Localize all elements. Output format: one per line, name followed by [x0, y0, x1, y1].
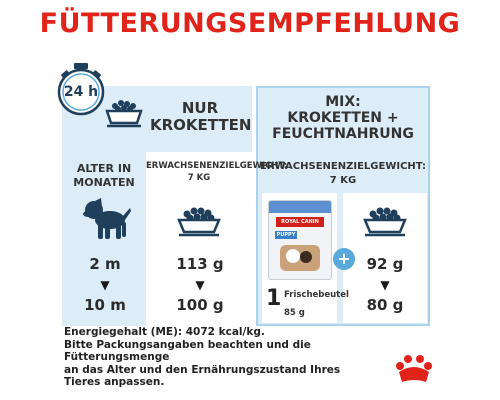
mix-weight-label: ERWACHSENENZIELGEWICHT: 7 KG [258, 160, 428, 188]
dry-only-amount-panel [146, 152, 252, 326]
mix-weight-label-line2: 7 KG [329, 175, 357, 186]
arrow-down-icon: ▼ [100, 278, 110, 292]
arrow-down-icon: ▼ [380, 278, 390, 292]
pouch-label: Frischebeutel [284, 290, 349, 300]
dry-only-weight-label-line2: 7 KG [187, 173, 211, 183]
age-label: ALTER IN MONATEN [64, 162, 144, 190]
dry-only-end-value: 100 g [176, 296, 224, 314]
dry-only-start-value: 113 g [176, 255, 224, 273]
dry-only-heading: NUR KROKETTEN [150, 99, 252, 134]
mix-dry-end-value: 80 g [366, 296, 404, 314]
clock-label: 24 h [63, 84, 99, 100]
pouch-product-label: PUPPY [275, 231, 297, 239]
mix-heading: MIX: KROKETTEN + FEUCHTNAHRUNG [258, 94, 428, 142]
footer-line4: an das Alter und den Ernährungszustand I… [64, 363, 341, 376]
dry-only-weight-label: ERWACHSENENZIELGEWICHT: 7 KG [146, 160, 288, 184]
footer-line2: Bitte Packungsangaben beachten und die [64, 338, 311, 351]
footer-note: Energiegehalt (ME): 4072 kcal/kg. Bitte … [64, 326, 394, 389]
pouch-weight: 85 g [284, 308, 305, 318]
dry-only-heading-line2: KROKETTEN [150, 116, 252, 134]
mix-dry-start-value: 92 g [366, 255, 404, 273]
mix-heading-line1: MIX: [325, 94, 361, 110]
food-bowl-icon [105, 100, 143, 128]
age-end-value: 10 m [84, 296, 126, 314]
kibble-bowl-icon [363, 207, 407, 237]
footer-line3: Fütterungsmenge [64, 351, 170, 363]
wet-food-pouch-image: ROYAL CANIN PUPPY [268, 200, 332, 280]
dry-only-weight-label-line1: ERWACHSENENZIELGEWICHT: [146, 161, 288, 171]
age-label-line1: ALTER IN [76, 162, 132, 175]
pouch-count: 1 [266, 286, 282, 311]
dry-only-heading-line1: NUR [181, 99, 219, 117]
mix-weight-label-line1: ERWACHSENENZIELGEWICHT: [259, 161, 427, 172]
age-label-line2: MONATEN [73, 176, 135, 189]
pouch-brand-logo: ROYAL CANIN [276, 217, 324, 227]
page-title: FÜTTERUNGSEMPFEHLUNG [39, 8, 461, 39]
plus-icon: + [333, 248, 355, 270]
age-start-value: 2 m [89, 255, 121, 273]
arrow-down-icon: ▼ [195, 278, 205, 292]
puppy-icon [83, 198, 131, 239]
mix-heading-line2: KROKETTEN + [287, 110, 399, 126]
footer-line5: Tieres anpassen. [64, 376, 165, 388]
clock-icon [57, 63, 105, 116]
mix-heading-line3: FEUCHTNAHRUNG [272, 126, 414, 142]
kibble-bowl-icon [177, 207, 221, 237]
footer-line1: Energiegehalt (ME): 4072 kcal/kg. [64, 326, 265, 338]
crown-logo-icon [396, 355, 432, 382]
